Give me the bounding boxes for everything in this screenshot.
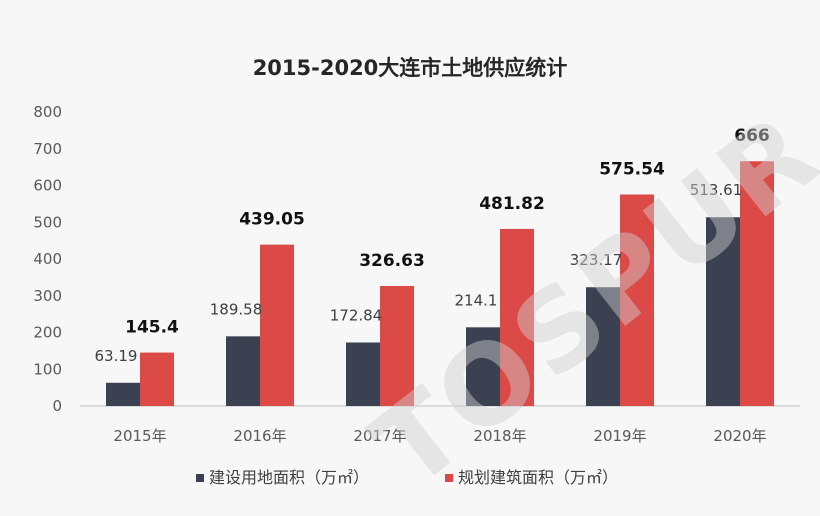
data-label-series0-4: 323.17 [570,251,623,269]
y-tick-label-2: 200 [33,324,62,342]
bar-series0-1 [226,336,260,406]
y-tick-label-3: 300 [33,287,62,305]
data-label-series0-2: 172.84 [330,306,383,324]
bar-series1-5 [740,161,774,406]
data-label-series1-3: 481.82 [479,194,545,214]
legend-label-1: 规划建筑面积（万㎡） [458,468,618,487]
data-label-series1-0: 145.4 [125,318,179,338]
y-tick-label-0: 0 [52,397,62,415]
data-label-series1-1: 439.05 [239,210,305,230]
bar-series1-1 [260,244,294,406]
y-tick-label-1: 100 [33,360,62,378]
x-tick-label-4: 2019年 [593,427,646,445]
data-label-series1-2: 326.63 [359,251,425,271]
bar-series0-2 [346,342,380,406]
chart-title: 2015-2020大连市土地供应统计 [253,56,568,80]
y-tick-label-6: 600 [33,177,62,195]
legend-swatch-0 [196,474,204,482]
y-tick-label-8: 800 [33,103,62,121]
bar-series1-0 [140,352,174,406]
y-tick-label-7: 700 [33,140,62,158]
data-label-series0-5: 513.61 [690,181,743,199]
x-tick-label-1: 2016年 [233,427,286,445]
bar-series1-2 [380,285,414,406]
bars [106,161,774,406]
data-label-series0-0: 63.19 [95,347,138,365]
axes: 0 100 200 300 400 500 600 700 800 2015年 2016年 2017年… [33,103,800,445]
y-tick-label-4: 400 [33,250,62,268]
bar-series0-3 [466,327,500,406]
bar-series1-3 [500,228,534,406]
y-tick-label-5: 500 [33,213,62,231]
data-labels: 63.19 145.4 189.58 439.05 172.84 326.63 214.1 4… [95,126,770,365]
data-label-series1-5: 666 [734,126,770,146]
x-tick-label-5: 2020年 [713,427,766,445]
data-label-series1-4: 575.54 [599,159,665,179]
bar-series1-4 [620,194,654,406]
x-tick-label-0: 2015年 [113,427,166,445]
legend: 建设用地面积（万㎡） 规划建筑面积（万㎡） [196,468,618,487]
bar-series0-4 [586,287,620,406]
legend-swatch-1 [445,474,453,482]
data-label-series0-3: 214.1 [455,291,498,309]
data-label-series0-1: 189.58 [210,300,263,318]
x-tick-label-3: 2018年 [473,427,526,445]
bar-series0-5 [706,217,740,406]
legend-label-0: 建设用地面积（万㎡） [209,468,369,487]
bar-series0-0 [106,382,140,406]
x-tick-label-2: 2017年 [353,427,406,445]
